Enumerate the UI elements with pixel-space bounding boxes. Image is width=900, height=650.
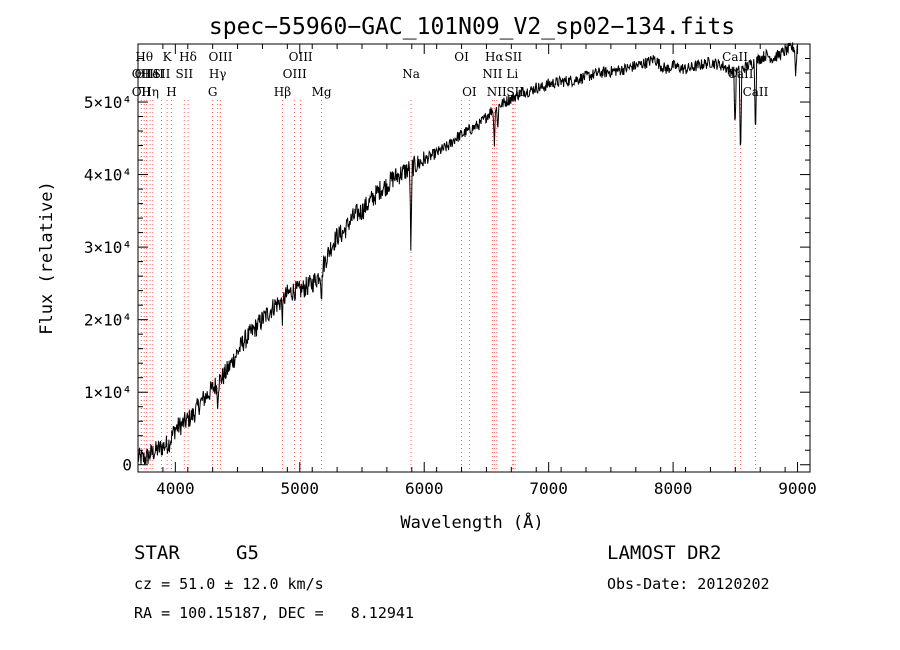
line-marker-label: NII: [482, 67, 502, 81]
x-tick-label: 9000: [778, 479, 817, 498]
line-marker-label: Hη: [141, 85, 159, 99]
y-axis: 0 1×10⁴ 2×10⁴ 3×10⁴ 4×10⁴ 5×10⁴: [84, 58, 810, 475]
line-marker-label: OI: [462, 85, 477, 99]
x-axis-label: Wavelength (Å): [400, 511, 543, 533]
y-tick-label: 5×10⁴: [84, 93, 132, 112]
line-marker-label: HeI: [142, 67, 165, 81]
coordinates-text: RA = 100.15187, DEC = 8.12941: [134, 604, 414, 622]
y-tick-label: 4×10⁴: [84, 166, 132, 185]
line-marker-label: H: [166, 85, 176, 99]
line-marker-label: OIII: [283, 67, 307, 81]
line-marker-label: OIII: [135, 67, 159, 81]
line-marker-label: NII: [487, 85, 507, 99]
chart-title: spec−55960−GAC_101N09_V2_sp02−134.fits: [209, 14, 735, 40]
line-marker-label: OII: [132, 67, 152, 81]
obs-date: Obs-Date: 20120202: [607, 575, 770, 593]
y-axis-label: Flux (relative): [37, 181, 57, 335]
line-marker-label: K: [163, 50, 173, 64]
line-marker-label: Li: [506, 67, 518, 81]
y-tick-label: 3×10⁴: [84, 238, 132, 257]
line-marker-label: Hδ: [179, 50, 197, 64]
x-tick-label: 5000: [281, 479, 320, 498]
object-class: STAR: [134, 542, 180, 564]
object-subclass: G5: [236, 542, 259, 564]
x-tick-label: 4000: [156, 479, 195, 498]
line-marker-label: OII: [132, 85, 152, 99]
x-axis: 4000 5000 6000 7000 8000 9000: [137, 44, 817, 498]
line-marker-label: OIII: [289, 50, 313, 64]
line-marker-label: Na: [402, 67, 420, 81]
x-tick-label: 8000: [654, 479, 693, 498]
line-marker-label: OI: [454, 50, 469, 64]
line-marker-label: G: [208, 85, 218, 99]
line-marker-label: Hθ: [135, 50, 153, 64]
line-marker-label: SII: [175, 67, 193, 81]
line-marker-label: SII: [504, 50, 522, 64]
line-marker-label: Hβ: [274, 85, 291, 99]
line-marker-label: OIII: [208, 50, 232, 64]
y-tick-label: 2×10⁴: [84, 311, 132, 330]
y-tick-label: 1×10⁴: [84, 383, 132, 402]
line-marker-label: Hα: [485, 50, 504, 64]
x-tick-label: 7000: [529, 479, 568, 498]
x-tick-label: 6000: [405, 479, 444, 498]
line-markers: OIIOIIHθOIIIHηHeISIIKHSIIHδGHγOIIIHβOIII…: [132, 50, 769, 472]
line-marker-label: SII: [153, 67, 171, 81]
line-marker-label: CaII: [722, 50, 748, 64]
spectrum-line: [137, 42, 799, 465]
line-marker-label: Hγ: [209, 67, 227, 81]
plot-frame: [137, 43, 811, 473]
y-tick-label: 0: [122, 456, 132, 475]
spectrum-series: [137, 42, 799, 465]
survey-name: LAMOST DR2: [607, 542, 722, 564]
redshift-text: cz = 51.0 ± 12.0 km/s: [134, 575, 324, 593]
line-marker-label: CaII: [743, 85, 769, 99]
line-marker-label: Mg: [312, 85, 332, 99]
